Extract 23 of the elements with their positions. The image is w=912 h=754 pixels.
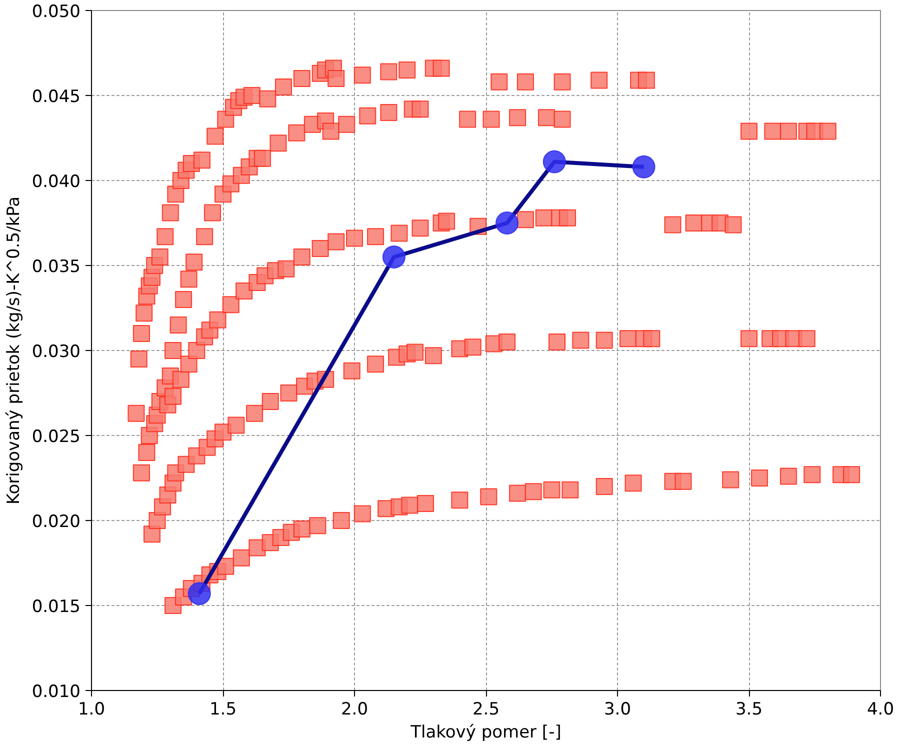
y-tick-label: 0.045: [32, 87, 81, 107]
x-tick-label: 4.0: [866, 700, 894, 720]
y-tick-label: 0.020: [32, 512, 81, 532]
y-tick-label: 0.050: [32, 2, 81, 22]
y-tick-label: 0.030: [32, 342, 81, 362]
point: [542, 150, 566, 174]
point: [632, 155, 656, 178]
x-axis-title: Tlakový pomer [-]: [410, 722, 562, 742]
y-axis-title: Korigovaný prietok (kg/s)-K^0.5/kPa: [4, 196, 24, 505]
y-tick-label: 0.040: [32, 172, 81, 192]
y-tick-label: 0.025: [32, 427, 81, 447]
x-tick-label: 2.0: [340, 700, 368, 720]
point: [188, 582, 211, 606]
x-tick-label: 2.5: [472, 700, 500, 720]
point: [496, 212, 519, 234]
y-tick-label: 0.035: [32, 257, 81, 277]
x-tick-label: 3.5: [735, 700, 763, 720]
x-tick-label: 1.5: [209, 700, 237, 720]
y-tick-label: 0.015: [32, 597, 81, 617]
y-tick-label: 0.010: [32, 682, 81, 702]
x-tick-label: 3.0: [604, 700, 632, 720]
point: [382, 246, 406, 268]
x-tick-label: 1.0: [78, 700, 106, 720]
